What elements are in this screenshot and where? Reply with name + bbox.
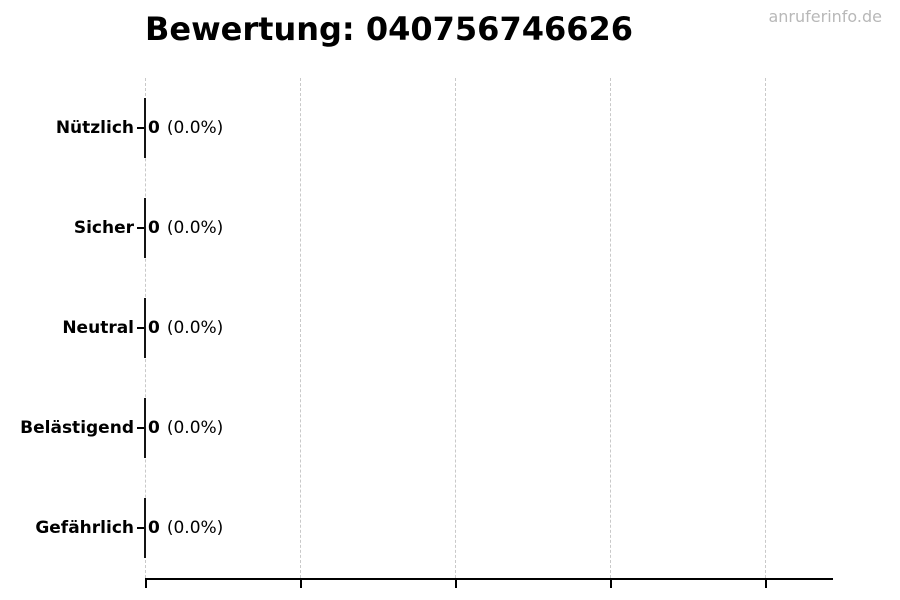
plot-area: 0 (0.0%) 0 (0.0%) 0 (0.0%) 0 (0.0%): [144, 78, 833, 588]
x-axis-tick: [610, 580, 612, 588]
value-count: 0: [148, 218, 160, 238]
category-row-belaestigend: Belästigend: [0, 378, 145, 478]
category-row-neutral: Neutral: [0, 278, 145, 378]
category-row-sicher: Sicher: [0, 178, 145, 278]
bar-row: 0 (0.0%): [144, 378, 833, 478]
value-percent: (0.0%): [166, 318, 224, 338]
value-count: 0: [148, 518, 160, 538]
value-percent: (0.0%): [166, 118, 224, 138]
value-label: 0 (0.0%): [148, 278, 223, 378]
x-axis-tick: [145, 580, 147, 588]
category-label: Gefährlich: [35, 518, 134, 538]
value-count: 0: [148, 418, 160, 438]
vertical-gridline: [765, 78, 766, 578]
vertical-gridline: [300, 78, 301, 578]
value-count: 0: [148, 118, 160, 138]
category-label: Nützlich: [55, 118, 134, 138]
x-axis-tick: [455, 580, 457, 588]
zero-value-bar: [144, 298, 146, 358]
y-axis-tick: [137, 227, 144, 229]
value-count: 0: [148, 318, 160, 338]
category-label: Neutral: [62, 318, 134, 338]
zero-value-bar: [144, 198, 146, 258]
bar-row: 0 (0.0%): [144, 78, 833, 178]
y-axis-tick: [137, 327, 144, 329]
value-percent: (0.0%): [166, 518, 224, 538]
category-row-gefaehrlich: Gefährlich: [0, 478, 145, 578]
zero-value-bar: [144, 398, 146, 458]
vertical-gridline: [455, 78, 456, 578]
category-row-nuetzlich: Nützlich: [0, 78, 145, 178]
value-percent: (0.0%): [166, 218, 224, 238]
y-axis-tick: [137, 127, 144, 129]
category-label: Sicher: [73, 218, 134, 238]
chart-title: Bewertung: 040756746626: [145, 10, 634, 48]
value-label: 0 (0.0%): [148, 478, 223, 578]
bar-row: 0 (0.0%): [144, 278, 833, 378]
bar-row: 0 (0.0%): [144, 178, 833, 278]
value-label: 0 (0.0%): [148, 78, 223, 178]
bar-row: 0 (0.0%): [144, 478, 833, 578]
value-percent: (0.0%): [166, 418, 224, 438]
value-label: 0 (0.0%): [148, 378, 223, 478]
zero-value-bar: [144, 498, 146, 558]
vertical-gridline: [610, 78, 611, 578]
x-axis-tick: [765, 580, 767, 588]
x-axis-tick: [300, 580, 302, 588]
y-axis-tick: [137, 527, 144, 529]
zero-value-bar: [144, 98, 146, 158]
y-axis-tick: [137, 427, 144, 429]
x-axis-line: [145, 578, 833, 580]
watermark-text: anruferinfo.de: [768, 7, 882, 26]
y-axis-labels: Nützlich Sicher Neutral Belästigend Gefä…: [0, 78, 145, 578]
value-label: 0 (0.0%): [148, 178, 223, 278]
category-label: Belästigend: [20, 418, 134, 438]
